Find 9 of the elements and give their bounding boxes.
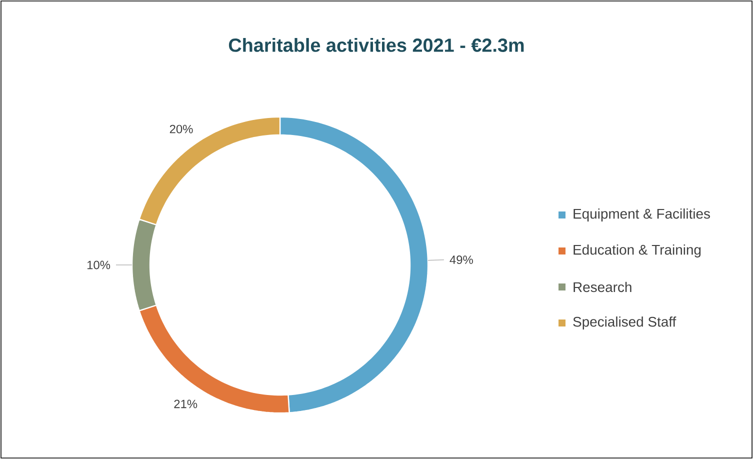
data-label: 21% [174,400,198,408]
data-label: 10% [87,260,110,270]
legend-label: Specialised Staff [573,316,676,330]
data-label: 49% [450,256,473,264]
data-label: 20% [170,124,193,134]
chart-title: Charitable activities 2021 - €2.3m [228,38,524,52]
legend-label: Education & Training [574,244,701,258]
legend-label: Equipment & Facilities [574,208,710,222]
legend-label: Research [574,282,632,292]
